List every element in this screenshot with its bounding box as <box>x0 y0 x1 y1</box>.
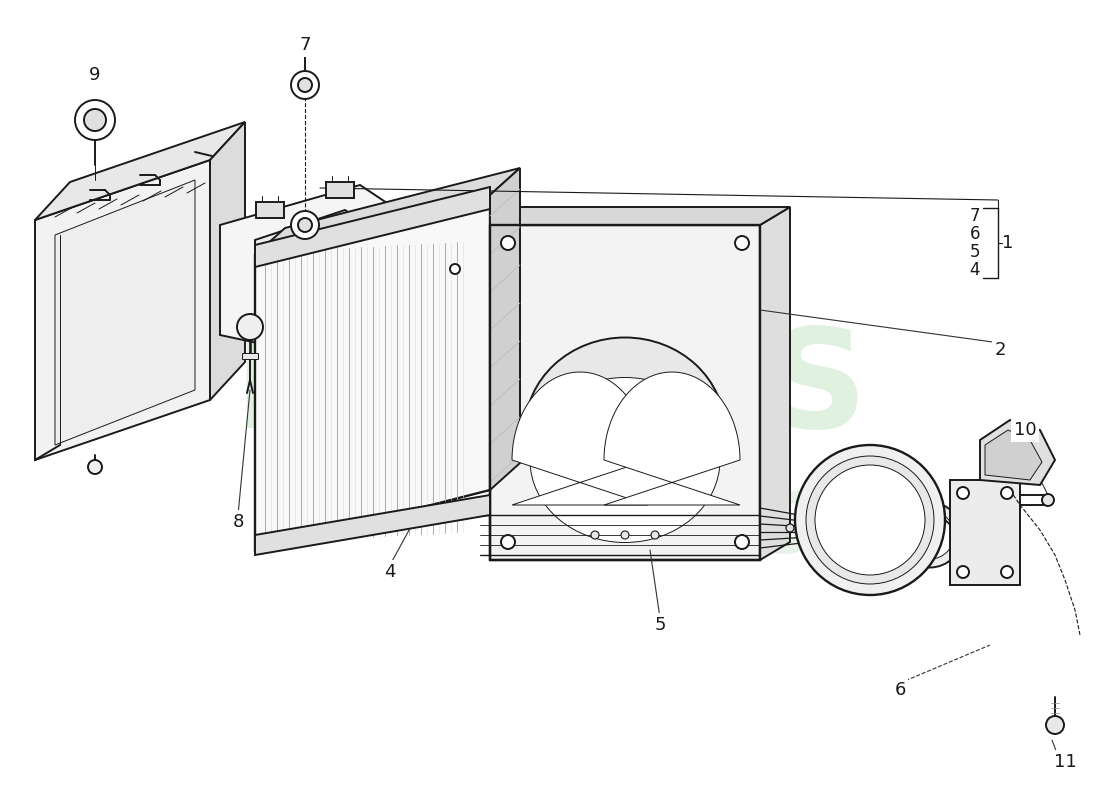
Circle shape <box>735 236 749 250</box>
Polygon shape <box>220 185 420 365</box>
Text: 11: 11 <box>1054 753 1077 771</box>
Polygon shape <box>490 207 790 225</box>
Polygon shape <box>55 180 195 445</box>
Circle shape <box>298 78 312 92</box>
Circle shape <box>1042 494 1054 506</box>
Circle shape <box>236 314 263 340</box>
Ellipse shape <box>898 502 962 567</box>
Circle shape <box>500 236 515 250</box>
Ellipse shape <box>795 445 945 595</box>
Text: 10: 10 <box>1014 421 1036 439</box>
Polygon shape <box>984 430 1042 480</box>
Text: 2: 2 <box>994 341 1005 359</box>
Circle shape <box>298 218 312 232</box>
Circle shape <box>591 531 600 539</box>
Circle shape <box>786 524 794 532</box>
Text: 1: 1 <box>1002 234 1013 252</box>
Text: 6: 6 <box>969 225 980 243</box>
Circle shape <box>815 465 925 575</box>
Ellipse shape <box>906 511 954 559</box>
Text: 7: 7 <box>969 207 980 225</box>
Polygon shape <box>490 168 520 490</box>
Polygon shape <box>490 225 760 560</box>
Polygon shape <box>256 202 284 218</box>
Circle shape <box>450 264 460 274</box>
Circle shape <box>500 535 515 549</box>
Text: 6: 6 <box>894 681 905 699</box>
Polygon shape <box>760 207 790 560</box>
Polygon shape <box>242 353 258 359</box>
Polygon shape <box>604 372 740 505</box>
Polygon shape <box>210 122 245 400</box>
Polygon shape <box>35 160 210 460</box>
Text: 4: 4 <box>384 563 396 581</box>
Circle shape <box>292 211 319 239</box>
Circle shape <box>651 531 659 539</box>
Circle shape <box>88 460 102 474</box>
Circle shape <box>1046 716 1064 734</box>
Circle shape <box>957 487 969 499</box>
Circle shape <box>75 100 116 140</box>
Text: 985: 985 <box>642 490 817 570</box>
Polygon shape <box>512 372 648 505</box>
Circle shape <box>957 566 969 578</box>
Text: 5: 5 <box>654 616 666 634</box>
Polygon shape <box>35 122 245 220</box>
Text: 5: 5 <box>969 243 980 261</box>
Ellipse shape <box>806 456 934 584</box>
Circle shape <box>84 109 106 131</box>
Text: 8: 8 <box>232 513 244 531</box>
Polygon shape <box>255 495 490 555</box>
Ellipse shape <box>525 338 725 522</box>
Circle shape <box>816 524 824 532</box>
Polygon shape <box>255 195 490 550</box>
Text: 9: 9 <box>89 66 101 84</box>
Polygon shape <box>255 168 520 255</box>
Text: a passion for Porsche: a passion for Porsche <box>287 453 672 487</box>
Text: 7: 7 <box>299 36 310 54</box>
Circle shape <box>292 71 319 99</box>
Polygon shape <box>980 420 1055 485</box>
Polygon shape <box>950 480 1020 585</box>
Polygon shape <box>255 210 390 325</box>
Circle shape <box>621 531 629 539</box>
Polygon shape <box>326 182 354 198</box>
Text: EUROPS: EUROPS <box>233 322 867 458</box>
Text: 4: 4 <box>969 261 980 279</box>
Polygon shape <box>255 187 490 267</box>
Circle shape <box>1001 487 1013 499</box>
Circle shape <box>1001 566 1013 578</box>
Ellipse shape <box>530 378 720 542</box>
Circle shape <box>735 535 749 549</box>
